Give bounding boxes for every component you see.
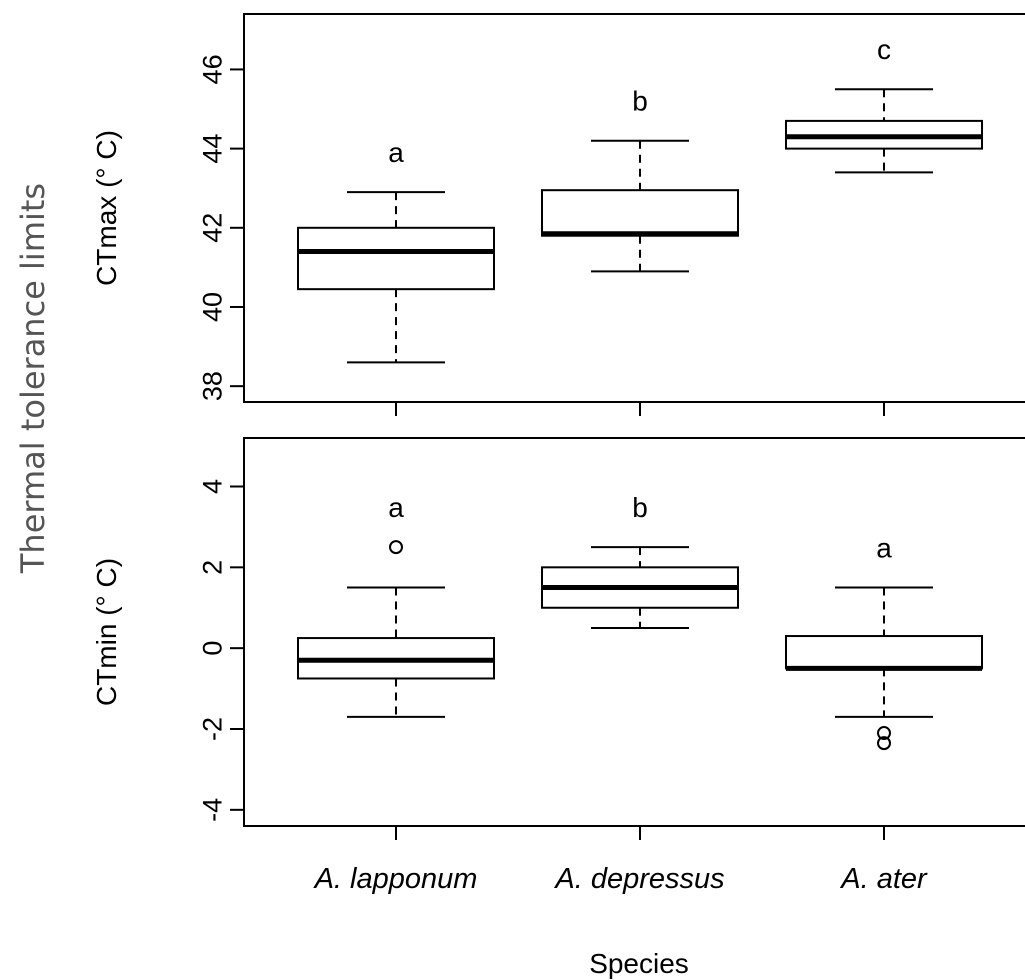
interquartile-box (785, 635, 983, 670)
significance-letter: b (632, 86, 648, 117)
panel-ctmax: 38 40 42 44 46 CTmax (° C) a b c (91, 13, 1025, 416)
significance-letter: c (877, 34, 891, 65)
significance-letter: b (632, 492, 648, 523)
y-tick-label: -2 (197, 717, 227, 741)
x-axis-title: Species (589, 948, 689, 979)
y-tick-label: 44 (197, 134, 227, 164)
y-tick-label: 2 (197, 560, 227, 575)
panels-layer: 38 40 42 44 46 CTmax (° C) a b c -4 -2 0 2 4 CTmin (° … (91, 13, 1025, 895)
outlier-point (877, 736, 891, 751)
y-tick-label: 42 (197, 213, 227, 243)
significance-letter: a (876, 533, 892, 564)
panel-ctmin: -4 -2 0 2 4 CTmin (° C) a b a (91, 437, 1025, 840)
x-category-label: A. depressus (553, 863, 724, 895)
y-tick-label: 46 (197, 54, 227, 84)
y-tick-label: 38 (197, 371, 227, 401)
box-a--depressus: b (541, 86, 739, 273)
box-a--lapponum: a (297, 492, 495, 718)
x-category-label: A. ater (839, 863, 928, 895)
x-category-label: A. lapponum (313, 863, 478, 895)
y-tick-label: -4 (197, 798, 227, 822)
outlier-point (389, 540, 403, 555)
outer-y-axis-title: Thermal tolerance limits (14, 183, 52, 574)
plot-frame (243, 13, 1025, 403)
box-a--ater: a (785, 533, 983, 751)
interquartile-box (297, 226, 495, 291)
y-axis-title: CTmin (° C) (91, 558, 122, 706)
significance-letter: a (388, 137, 404, 168)
outlier-point (877, 726, 891, 741)
box-a--depressus: b (541, 492, 739, 629)
y-tick-label: 40 (197, 292, 227, 322)
labels-layer: Thermal tolerance limits Species (14, 183, 689, 979)
y-tick-label: 0 (197, 641, 227, 656)
box-a--lapponum: a (297, 137, 495, 364)
interquartile-box (541, 189, 739, 237)
significance-letter: a (388, 492, 404, 523)
y-axis-title: CTmax (° C) (91, 130, 122, 286)
box-a--ater: c (785, 34, 983, 174)
y-tick-label: 4 (197, 479, 227, 494)
plot-frame (243, 437, 1025, 827)
